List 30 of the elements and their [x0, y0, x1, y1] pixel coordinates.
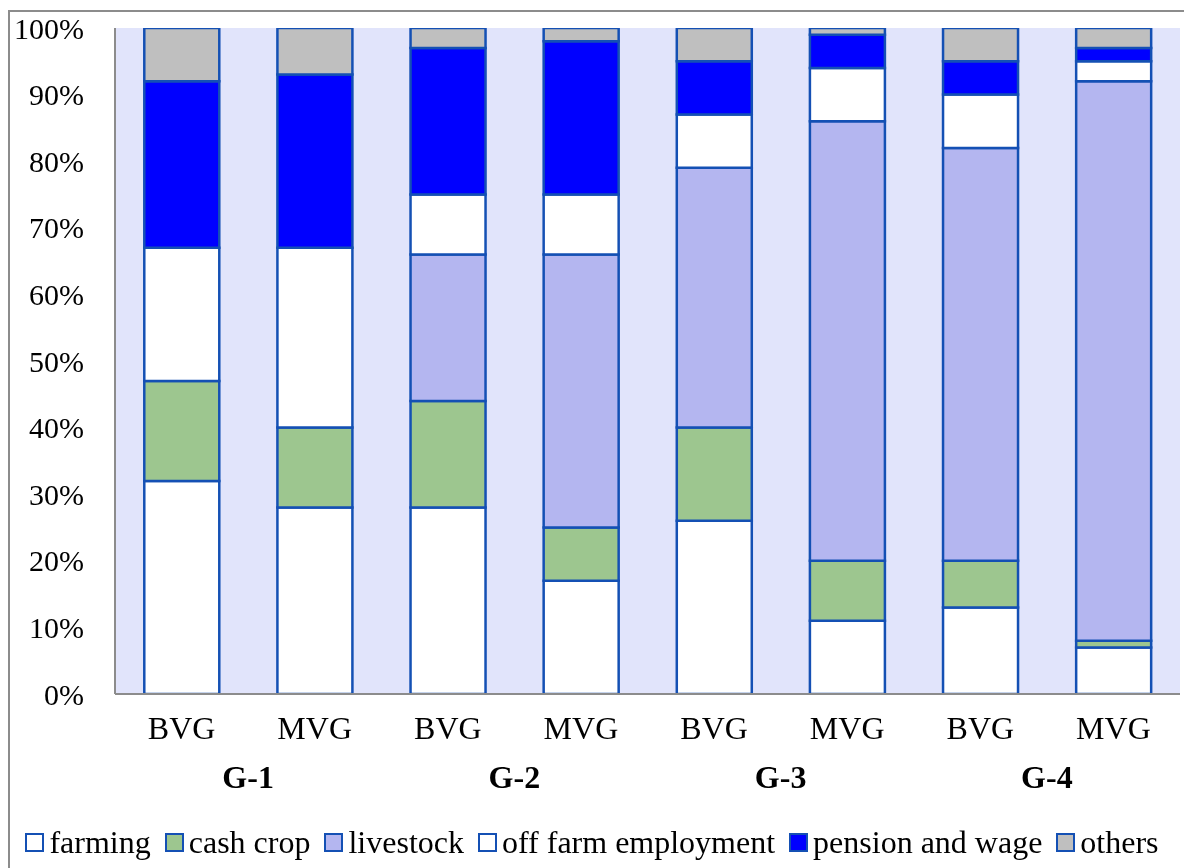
- y-tick-label: 60%: [29, 278, 84, 312]
- y-tick-label: 100%: [14, 11, 84, 45]
- y-tick-label: 20%: [29, 544, 84, 578]
- y-tick-label: 30%: [29, 477, 84, 511]
- legend-label: others: [1080, 823, 1159, 861]
- text: G-3: [753, 759, 808, 795]
- y-tick-label: 90%: [29, 78, 84, 112]
- text: G-4: [1020, 759, 1074, 795]
- x-tick-label: BVG: [414, 709, 482, 746]
- x-tick-label: MVG: [543, 709, 619, 746]
- y-tick-label: 10%: [29, 611, 84, 645]
- y-tick-label: 40%: [29, 411, 84, 445]
- y-tick-label: 80%: [29, 144, 84, 178]
- x-tick-label: MVG: [809, 709, 885, 746]
- y-tick-label: 70%: [29, 211, 84, 245]
- x-tick-label: BVG: [680, 709, 748, 746]
- legend-label: off farm employment: [501, 823, 776, 861]
- legend-label: pension and wage: [813, 823, 1043, 861]
- legend-label: livestock: [348, 823, 464, 861]
- y-tick-label: 50%: [29, 344, 84, 378]
- x-tick-label: MVG: [277, 709, 353, 746]
- y-tick-label: 0%: [44, 677, 84, 711]
- x-tick-label: BVG: [946, 709, 1015, 746]
- bar: [1074, 646, 1153, 694]
- legend-label: cash crop: [188, 823, 311, 861]
- text: G-1: [221, 759, 275, 795]
- x-tick-label: BVG: [147, 709, 216, 746]
- legend-label: farming: [49, 823, 151, 861]
- x-tick-label: MVG: [1076, 709, 1151, 746]
- text: G-2: [487, 759, 542, 795]
